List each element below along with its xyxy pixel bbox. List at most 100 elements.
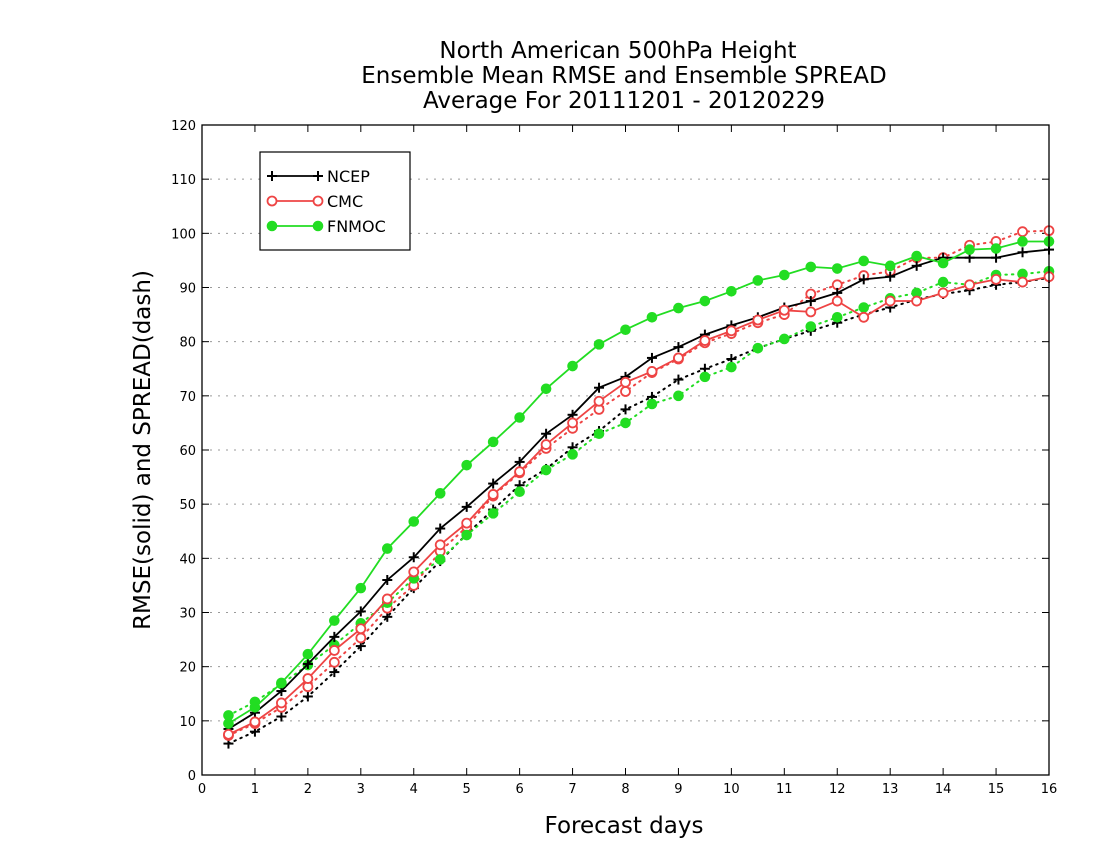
point-ncep-rmse-3 [302, 658, 313, 669]
point-fnmoc-rmse-22 [805, 261, 817, 273]
point-cmc-rmse-12 [540, 439, 552, 450]
point-fnmoc-rmse-6 [381, 543, 393, 554]
point-cmc-rmse-18 [699, 335, 711, 346]
point-ncep-spread-3 [302, 691, 313, 702]
point-fnmoc-spread-22 [805, 321, 817, 332]
point-cmc-rmse-26 [911, 295, 923, 307]
point-cmc-rmse-24 [858, 311, 870, 323]
point-cmc-rmse-23 [831, 295, 843, 307]
point-cmc-rmse-19 [725, 325, 737, 337]
point-fnmoc-rmse-28 [964, 244, 975, 255]
point-cmc-rmse-30 [1017, 276, 1028, 288]
legend-marker-end-ncep [313, 171, 323, 181]
y-tick-label-40: 40 [179, 552, 196, 567]
point-fnmoc-rmse-20 [752, 275, 764, 286]
x-tick-label-5: 5 [463, 782, 471, 797]
point-fnmoc-spread-15 [620, 417, 631, 429]
x-tick-label-10: 10 [723, 782, 740, 797]
point-cmc-rmse-6 [381, 593, 393, 605]
point-ncep-rmse-30 [1017, 247, 1028, 258]
x-tick-label-15: 15 [988, 782, 1005, 797]
point-cmc-rmse-29 [990, 273, 1002, 285]
point-fnmoc-rmse-10 [487, 436, 499, 448]
point-fnmoc-rmse-25 [884, 260, 896, 272]
point-cmc-rmse-0 [223, 728, 234, 740]
series-ncep-rmse [223, 244, 1054, 734]
point-cmc-rmse-20 [752, 314, 764, 326]
y-tick-label-120: 120 [171, 119, 196, 134]
point-cmc-rmse-27 [937, 287, 949, 299]
legend-item-cmc: CMC [266, 192, 363, 211]
point-ncep-rmse-17 [673, 342, 684, 353]
y-tick-label-30: 30 [179, 607, 196, 622]
point-fnmoc-spread-10 [487, 508, 499, 519]
x-tick-label-7: 7 [568, 782, 576, 797]
title-line-3: Average For 20111201 - 20120229 [423, 88, 825, 114]
point-fnmoc-rmse-11 [514, 412, 525, 423]
point-cmc-rmse-13 [567, 417, 578, 429]
x-tick-label-1: 1 [251, 782, 259, 797]
point-ncep-rmse-11 [514, 456, 525, 467]
x-tick-label-11: 11 [776, 782, 793, 797]
point-ncep-rmse-5 [355, 606, 366, 617]
x-tick-label-16: 16 [1041, 782, 1058, 797]
point-ncep-rmse-29 [991, 252, 1002, 263]
point-ncep-spread-17 [673, 374, 684, 385]
point-cmc-spread-15 [620, 386, 631, 397]
point-ncep-rmse-12 [541, 428, 552, 439]
point-fnmoc-rmse-12 [540, 383, 552, 395]
point-fnmoc-spread-21 [779, 333, 790, 345]
point-cmc-rmse-1 [249, 716, 261, 728]
legend-label-ncep: NCEP [327, 167, 370, 186]
point-fnmoc-rmse-16 [646, 311, 658, 323]
x-axis-label: Forecast days [545, 813, 704, 839]
x-tick-label-14: 14 [935, 782, 952, 797]
point-fnmoc-spread-17 [673, 390, 684, 402]
point-cmc-rmse-10 [487, 489, 499, 500]
legend-label-cmc: CMC [327, 192, 363, 211]
point-cmc-rmse-21 [778, 304, 790, 316]
legend-marker-start-ncep [267, 171, 277, 181]
point-fnmoc-rmse-8 [434, 488, 446, 499]
point-cmc-rmse-11 [514, 466, 526, 478]
point-fnmoc-spread-11 [514, 486, 525, 498]
point-fnmoc-rmse-3 [302, 648, 314, 660]
y-tick-label-70: 70 [179, 390, 196, 405]
y-tick-labels: 0 10 20 30 40 50 60 70 80 90 100 110 120 [171, 119, 196, 784]
y-tick-label-20: 20 [179, 661, 196, 676]
point-ncep-rmse-22 [805, 296, 816, 307]
point-cmc-rmse-22 [805, 306, 817, 318]
point-cmc-rmse-3 [302, 673, 314, 684]
point-fnmoc-rmse-19 [726, 285, 737, 297]
y-tick-label-80: 80 [179, 336, 196, 351]
point-cmc-rmse-25 [884, 295, 896, 307]
x-tick-label-13: 13 [882, 782, 899, 797]
x-tick-label-4: 4 [410, 782, 418, 797]
point-cmc-rmse-17 [673, 352, 684, 364]
point-ncep-rmse-14 [594, 382, 605, 393]
point-ncep-rmse-8 [435, 523, 446, 534]
chart-title: North American 500hPa Height Ensemble Me… [361, 38, 886, 114]
point-ncep-rmse-25 [885, 271, 896, 282]
x-tick-label-6: 6 [515, 782, 523, 797]
legend-item-fnmoc: FNMOC [266, 217, 386, 236]
series-cmc-rmse [223, 271, 1055, 740]
point-fnmoc-rmse-7 [408, 516, 420, 527]
y-tick-label-50: 50 [179, 498, 196, 513]
point-ncep-rmse-7 [408, 552, 419, 563]
x-tick-labels: 0 1 2 3 4 5 6 7 8 9 10 11 12 13 14 15 16 [198, 782, 1057, 797]
point-fnmoc-rmse-15 [620, 324, 631, 336]
legend-marker-end-cmc [312, 195, 324, 207]
point-fnmoc-rmse-26 [911, 250, 922, 262]
point-fnmoc-rmse-30 [1017, 236, 1028, 247]
y-tick-label-110: 110 [171, 173, 196, 188]
point-fnmoc-spread-16 [646, 398, 658, 410]
point-fnmoc-spread-12 [540, 464, 552, 476]
point-fnmoc-spread-20 [752, 342, 764, 354]
point-fnmoc-spread-23 [831, 311, 843, 323]
legend-marker-start-cmc [266, 195, 278, 207]
point-cmc-rmse-14 [593, 395, 605, 407]
point-fnmoc-spread-14 [593, 428, 605, 440]
point-fnmoc-rmse-18 [699, 295, 711, 307]
